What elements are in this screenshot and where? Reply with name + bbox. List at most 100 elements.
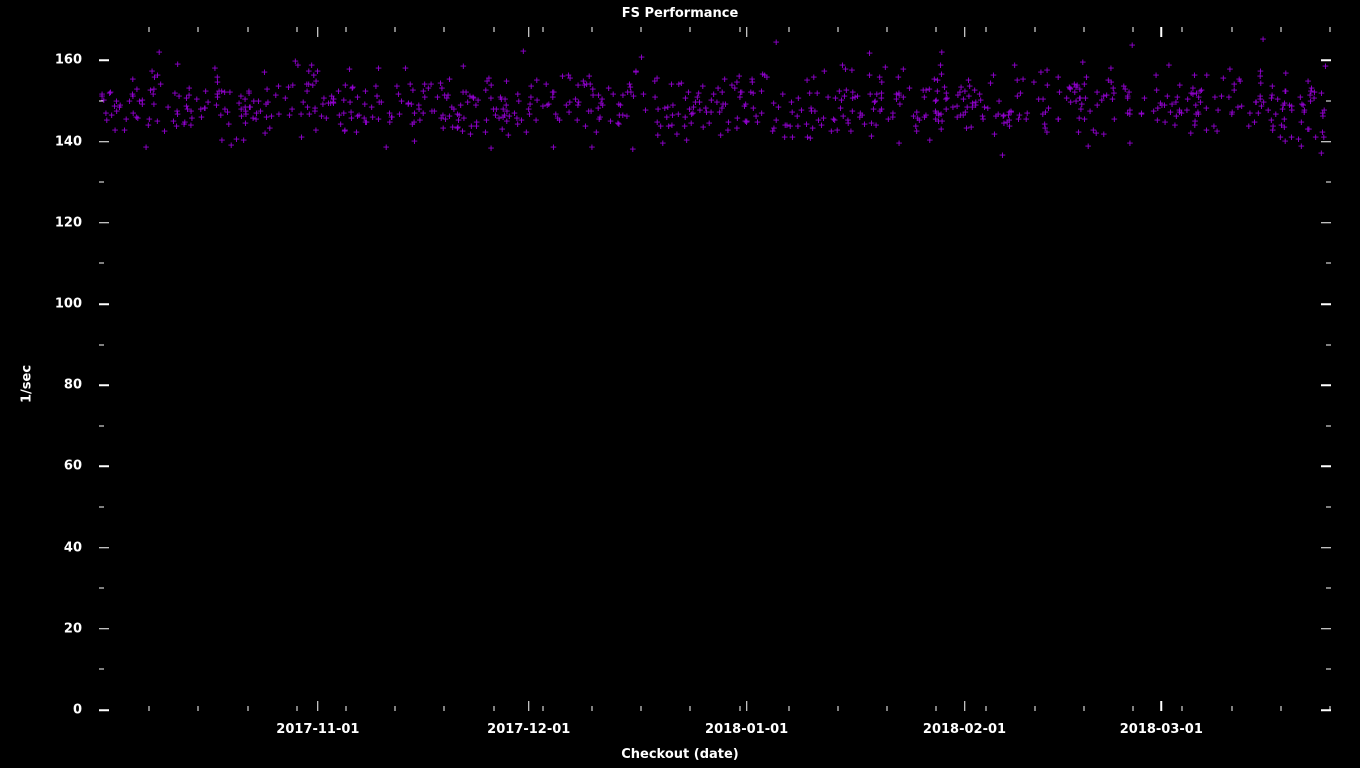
y-tick-major [99, 709, 109, 711]
scatter-point: + [1231, 78, 1238, 89]
scatter-point: + [493, 104, 500, 115]
scatter-point: + [310, 80, 317, 91]
scatter-point: + [1081, 79, 1088, 90]
scatter-point: + [174, 59, 181, 70]
scatter-point: + [205, 96, 212, 107]
scatter-point: + [725, 116, 732, 127]
y-tick-minor [99, 344, 104, 345]
scatter-point: + [311, 70, 318, 81]
scatter-point: + [1080, 56, 1087, 67]
scatter-point: + [265, 96, 272, 107]
scatter-point: + [676, 79, 683, 90]
scatter-point: + [520, 45, 527, 56]
scatter-point: + [1288, 100, 1295, 111]
scatter-point: + [363, 117, 370, 128]
scatter-point: + [451, 104, 458, 115]
scatter-point: + [1094, 86, 1101, 97]
scatter-point: + [113, 106, 120, 117]
scatter-point: + [1301, 106, 1308, 117]
scatter-point: + [808, 106, 815, 117]
scatter-point: + [700, 122, 707, 133]
scatter-point: + [342, 124, 349, 135]
scatter-point: + [490, 103, 497, 114]
scatter-point: + [328, 91, 335, 102]
scatter-point: + [463, 86, 470, 97]
scatter-point: + [832, 93, 839, 104]
scatter-point: + [977, 95, 984, 106]
y-tick-minor [99, 263, 104, 264]
scatter-point: + [596, 113, 603, 124]
scatter-point: + [597, 112, 604, 123]
scatter-point: + [514, 113, 521, 124]
scatter-point: + [879, 76, 886, 87]
scatter-point: + [795, 120, 802, 131]
scatter-point: + [616, 109, 623, 120]
scatter-point: + [582, 120, 589, 131]
scatter-point: + [923, 110, 930, 121]
scatter-point: + [250, 112, 257, 123]
scatter-point: + [394, 81, 401, 92]
scatter-point: + [276, 109, 283, 120]
scatter-point: + [769, 125, 776, 136]
y-tick-major [99, 141, 109, 143]
scatter-point: + [1159, 100, 1166, 111]
scatter-point: + [814, 88, 821, 99]
scatter-point: + [1000, 110, 1007, 121]
scatter-point: + [654, 73, 661, 84]
scatter-point: + [715, 82, 722, 93]
scatter-point: + [416, 104, 423, 115]
scatter-point: + [638, 51, 645, 62]
scatter-point: + [398, 95, 405, 106]
scatter-point: + [146, 113, 153, 124]
scatter-point: + [327, 97, 334, 108]
scatter-point: + [1253, 96, 1260, 107]
scatter-point: + [554, 113, 561, 124]
scatter-point: + [321, 92, 328, 103]
scatter-point: + [156, 47, 163, 58]
scatter-point: + [488, 93, 495, 104]
scatter-point: + [838, 94, 845, 105]
scatter-point: + [431, 106, 438, 117]
scatter-point: + [183, 101, 190, 112]
scatter-point: + [505, 130, 512, 141]
scatter-point: + [442, 114, 449, 125]
scatter-point: + [850, 87, 857, 98]
scatter-point: + [1281, 114, 1288, 125]
scatter-point: + [303, 78, 310, 89]
scatter-point: + [550, 142, 557, 153]
scatter-point: + [255, 95, 262, 106]
x-tick-minor [936, 706, 937, 711]
scatter-point: + [347, 97, 354, 108]
scatter-point: + [263, 98, 270, 109]
y-tick-minor [1326, 182, 1331, 183]
scatter-point: + [468, 121, 475, 132]
scatter-point: + [1195, 109, 1202, 120]
scatter-point: + [233, 134, 240, 145]
scatter-point: + [1277, 131, 1284, 142]
scatter-point: + [876, 72, 883, 83]
scatter-point: + [1229, 109, 1236, 120]
scatter-point: + [962, 86, 969, 97]
scatter-point: + [1195, 106, 1202, 117]
x-tick-minor [493, 27, 494, 32]
scatter-point: + [668, 79, 675, 90]
scatter-point: + [651, 75, 658, 86]
scatter-point: + [788, 96, 795, 107]
scatter-point: + [1280, 99, 1287, 110]
x-tick-major [746, 27, 748, 37]
scatter-point: + [1220, 73, 1227, 84]
scatter-point: + [1076, 112, 1083, 123]
scatter-point: + [335, 86, 342, 97]
scatter-point: + [742, 99, 749, 110]
scatter-point: + [518, 115, 525, 126]
y-tick-minor [1326, 425, 1331, 426]
y-tick-major [99, 466, 109, 468]
scatter-point: + [889, 111, 896, 122]
y-tick-major [1321, 466, 1331, 468]
scatter-point: + [960, 110, 967, 121]
scatter-point: + [973, 97, 980, 108]
scatter-point: + [1257, 77, 1264, 88]
scatter-point: + [1071, 79, 1078, 90]
scatter-point: + [957, 87, 964, 98]
scatter-point: + [696, 96, 703, 107]
